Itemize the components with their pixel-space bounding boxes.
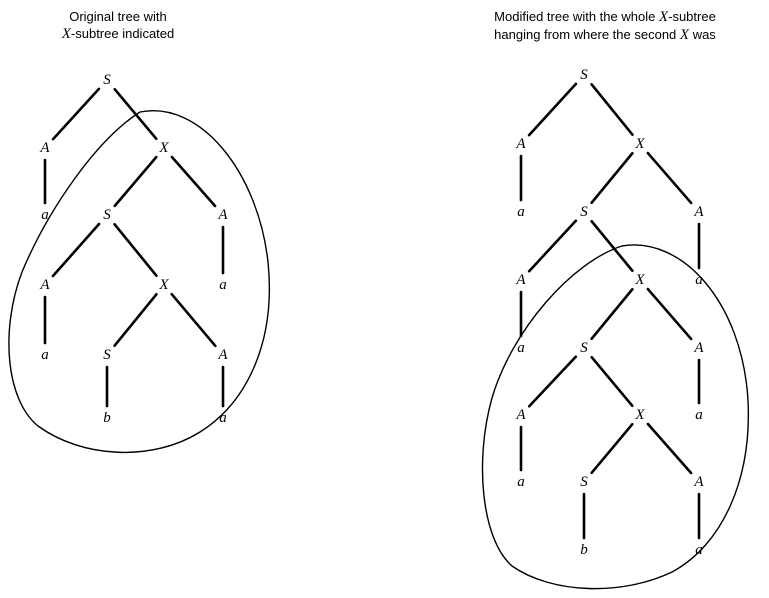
left-tree-edge-X1-A2 (170, 155, 217, 208)
left-tree-edge-S1-A1 (51, 87, 101, 141)
right-tree-node-A1: A (515, 136, 526, 152)
left-tree-edge-S2-A3 (51, 222, 101, 278)
right-tree-node-X2: X (634, 272, 645, 288)
right-tree-node-a3: a (517, 340, 525, 356)
right-tree-node-a2: a (695, 272, 703, 288)
right-caption-line1: Modified tree with the whole X-subtree (440, 8, 769, 26)
right-tree-node-A3: A (515, 272, 526, 288)
right-caption-line1-post: -subtree (668, 9, 716, 24)
left-tree-node-A3: A (39, 277, 50, 293)
left-caption-line1: Original tree with (69, 9, 167, 24)
right-tree-edge-S1-A1 (527, 82, 578, 137)
left-tree-edge-X2-S3 (113, 293, 158, 347)
right-tree-node-S3: S (580, 340, 588, 356)
right-tree-edge-X2-A4 (646, 287, 693, 341)
right-caption-line1-variable: X (658, 9, 669, 25)
right-tree-edge-X2-S3 (590, 287, 634, 341)
left-tree-node-S2: S (103, 207, 111, 223)
right-subtree-loop (481, 244, 750, 590)
right-tree-node-A2: A (693, 204, 704, 220)
left-tree-node-A1: A (39, 140, 50, 156)
right-tree-node-a6: a (695, 542, 703, 558)
right-tree-edge-X1-A2 (646, 151, 693, 205)
left-caption-rest: -subtree indicated (70, 26, 175, 41)
right-caption-line2: hanging from where the second X was (440, 26, 769, 44)
right-tree-edge-S3-X3 (590, 355, 634, 408)
left-tree-edge-X1-S2 (113, 155, 158, 208)
right-tree-node-S2: S (580, 204, 588, 220)
left-tree-node-X2: X (158, 277, 169, 293)
right-tree-node-a4: a (695, 407, 703, 423)
right-tree-edge-X3-A6 (646, 422, 693, 475)
left-tree-node-X1: X (158, 140, 169, 156)
left-caption-line2: X-subtree indicated (18, 25, 218, 43)
right-tree-node-S4: S (580, 474, 588, 490)
right-tree-edge-S2-X2 (590, 219, 634, 273)
left-tree-node-a2: a (219, 277, 227, 293)
left-tree-edge-X2-A4 (170, 292, 217, 348)
left-tree-node-S3: S (103, 347, 111, 363)
right-caption: Modified tree with the whole X-subtree h… (440, 8, 769, 44)
right-tree-node-X1: X (634, 136, 645, 152)
right-tree-node-S1: S (580, 67, 588, 83)
right-tree-node-X3: X (634, 407, 645, 423)
right-tree-edge-X3-S4 (590, 422, 634, 475)
right-caption-line2-post: was (689, 27, 716, 42)
left-tree-node-a3: a (41, 347, 49, 363)
left-caption: Original tree with X-subtree indicated (18, 8, 218, 43)
right-tree-edge-S3-A5 (527, 355, 578, 408)
left-tree-node-A4: A (217, 347, 228, 363)
right-tree-node-a1: a (517, 204, 525, 220)
right-caption-line2-pre: hanging from where the second (494, 27, 680, 42)
right-caption-line2-variable: X (679, 27, 690, 43)
left-tree-node-a4: a (219, 410, 227, 426)
left-tree-node-S1: S (103, 72, 111, 88)
left-tree-edge-S2-X2 (113, 223, 158, 277)
right-tree-edge-S2-A3 (527, 219, 578, 273)
left-tree-node-b1: b (103, 410, 111, 426)
left-caption-variable: X (61, 26, 71, 42)
right-tree-edge-X1-S2 (590, 151, 634, 205)
right-tree-edge-S1-X1 (590, 83, 634, 136)
right-tree-node-A4: A (693, 340, 704, 356)
left-tree-node-a1: a (41, 207, 49, 223)
left-subtree-loop (8, 110, 271, 454)
left-tree-edge-S1-X1 (113, 87, 158, 141)
right-tree-node-a5: a (517, 474, 525, 490)
left-tree-node-A2: A (217, 207, 228, 223)
right-tree-node-b1: b (580, 542, 588, 558)
right-tree-node-A5: A (515, 407, 526, 423)
right-caption-line1-pre: Modified tree with the whole (494, 9, 659, 24)
right-tree-node-A6: A (693, 474, 704, 490)
